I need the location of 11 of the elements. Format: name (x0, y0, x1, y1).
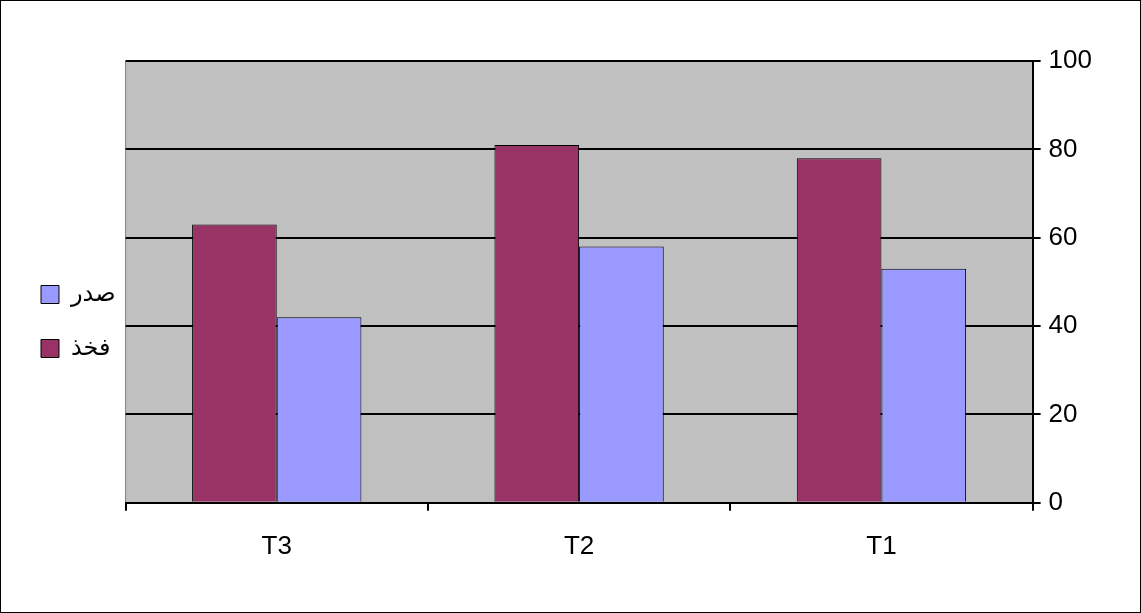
x-tick-label: T1 (866, 529, 897, 560)
y-tick-label: 0 (1048, 485, 1064, 516)
y-tick-label: 80 (1048, 132, 1078, 163)
legend-label: صدر (70, 278, 116, 307)
legend-label: فخذ (71, 332, 111, 361)
y-tick-label: 100 (1048, 44, 1093, 75)
x-tick-label: T2 (563, 529, 595, 560)
y-tick-label: 20 (1048, 397, 1078, 428)
y-tick-label: 60 (1048, 220, 1078, 251)
x-tick-label: T3 (261, 529, 292, 560)
y-tick-label: 40 (1048, 309, 1078, 340)
